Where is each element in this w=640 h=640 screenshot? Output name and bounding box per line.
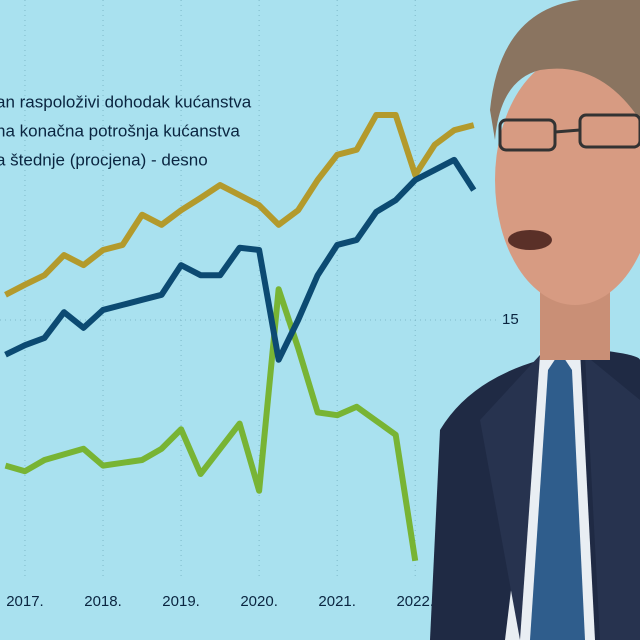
series-line [4, 156, 477, 363]
series-line [4, 112, 475, 298]
x-tick-label: 2021. [318, 593, 356, 610]
y2-tick-label: 15 [502, 311, 519, 328]
x-tick-label: 2019. [162, 593, 200, 610]
legend-label: na konačna potrošnja kućanstva [0, 121, 240, 140]
x-tick-label: 2018. [84, 593, 122, 610]
series-line [4, 286, 419, 562]
legend-label: an raspoloživi dohodak kućanstva [0, 92, 252, 111]
legend-label: a štednje (procjena) - desno [0, 150, 208, 169]
x-tick-label: 2020. [240, 593, 278, 610]
x-tick-label: 2017. [6, 593, 44, 610]
x-tick-label: 2022. [396, 593, 434, 610]
